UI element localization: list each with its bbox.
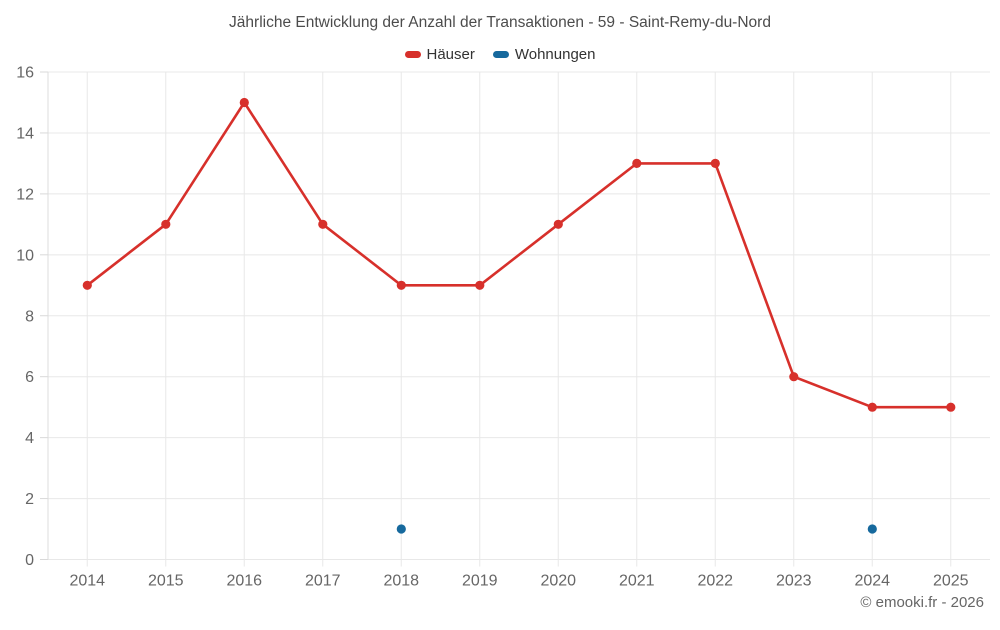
legend-item-haeuser[interactable]: Häuser xyxy=(404,46,475,63)
y-axis-tick-label: 8 xyxy=(25,308,34,325)
data-point-häuser[interactable] xyxy=(475,280,485,290)
y-axis-tick-label: 16 xyxy=(16,65,34,82)
series-line-häuser xyxy=(86,101,953,409)
x-axis-tick-label: 2016 xyxy=(226,573,262,590)
chart-title: Jährliche Entwicklung der Anzahl der Tra… xyxy=(229,14,771,31)
data-point-häuser[interactable] xyxy=(946,402,956,412)
x-axis-tick-label: 2020 xyxy=(540,573,576,590)
y-axis-tick-label: 2 xyxy=(25,491,34,508)
chart-legend: Häuser Wohnungen xyxy=(0,46,1000,63)
y-axis-tick-label: 14 xyxy=(16,125,34,142)
data-point-häuser[interactable] xyxy=(867,402,877,412)
y-axis-tick-label: 6 xyxy=(25,369,34,386)
footer-copyright: © emooki.fr - 2026 xyxy=(860,594,984,611)
data-point-wohnungen[interactable] xyxy=(396,524,406,534)
haeuser-legend-swatch-icon xyxy=(404,51,421,58)
x-axis-tick-label: 2023 xyxy=(776,573,812,590)
legend-label-wohnungen: Wohnungen xyxy=(514,46,596,63)
legend-item-wohnungen[interactable]: Wohnungen xyxy=(492,46,596,63)
data-point-häuser[interactable] xyxy=(789,372,799,382)
data-point-häuser[interactable] xyxy=(239,97,249,108)
x-axis-tick-label: 2024 xyxy=(854,573,890,590)
data-point-häuser[interactable] xyxy=(396,280,406,290)
data-point-häuser[interactable] xyxy=(318,219,328,229)
x-axis-tick-label: 2017 xyxy=(305,573,341,590)
data-point-wohnungen[interactable] xyxy=(867,524,877,534)
data-point-häuser[interactable] xyxy=(161,219,171,229)
x-axis-tick-label: 2018 xyxy=(383,573,419,590)
wohnungen-legend-swatch-icon xyxy=(492,51,509,58)
x-axis-tick-label: 2025 xyxy=(933,573,969,590)
data-point-häuser[interactable] xyxy=(553,219,563,229)
y-axis-tick-label: 10 xyxy=(16,247,34,264)
data-point-häuser[interactable] xyxy=(82,280,92,290)
y-axis-tick-label: 4 xyxy=(25,430,34,447)
legend-label-haeuser: Häuser xyxy=(426,46,475,63)
x-axis-tick-label: 2021 xyxy=(619,573,655,590)
data-point-häuser[interactable] xyxy=(710,158,720,168)
x-axis-tick-label: 2019 xyxy=(462,573,498,590)
y-axis-tick-label: 0 xyxy=(25,552,34,569)
x-axis-tick-label: 2015 xyxy=(148,573,184,590)
x-axis-tick-label: 2022 xyxy=(697,573,733,590)
data-point-häuser[interactable] xyxy=(632,158,642,168)
y-axis-tick-label: 12 xyxy=(16,186,34,203)
x-axis-tick-label: 2014 xyxy=(69,573,105,590)
